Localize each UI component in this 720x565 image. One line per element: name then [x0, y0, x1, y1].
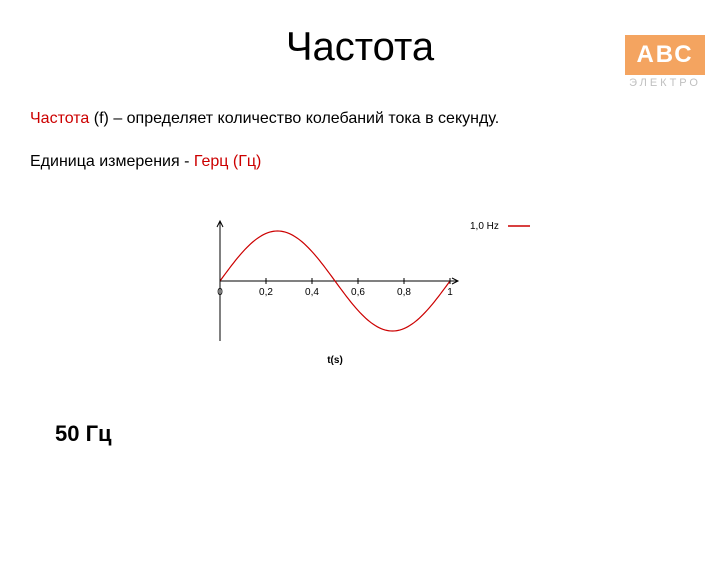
page-title: Частота [0, 25, 720, 70]
svg-text:0,4: 0,4 [305, 287, 319, 298]
unit-value: Герц (Гц) [194, 153, 261, 170]
brand-logo: АВС ЭЛЕКТРО [625, 35, 705, 89]
unit-line: Единица измерения - Герц (Гц) [30, 153, 690, 171]
logo-text-bottom: ЭЛЕКТРО [625, 77, 705, 89]
term-symbol: (f) [89, 110, 113, 127]
definition-rest: – определяет количество колебаний тока в… [113, 110, 499, 127]
svg-text:0,6: 0,6 [351, 287, 365, 298]
logo-text-top: АВС [625, 35, 705, 75]
chart-svg: 0 0,2 0,4 0,6 0,8 1 t(s) 1,0 Hz [190, 211, 530, 371]
frequency-value: 50 Гц [55, 421, 720, 447]
svg-text:t(s): t(s) [327, 355, 343, 366]
svg-text:0,8: 0,8 [397, 287, 411, 298]
definition-text: Частота (f) – определяет количество коле… [30, 110, 690, 128]
svg-text:1,0 Hz: 1,0 Hz [470, 221, 499, 232]
unit-prefix: Единица измерения - [30, 153, 194, 170]
svg-text:0,2: 0,2 [259, 287, 273, 298]
term: Частота [30, 110, 89, 127]
sine-chart: 0 0,2 0,4 0,6 0,8 1 t(s) 1,0 Hz [190, 211, 530, 371]
svg-text:1: 1 [447, 287, 453, 298]
svg-text:0: 0 [217, 287, 223, 298]
